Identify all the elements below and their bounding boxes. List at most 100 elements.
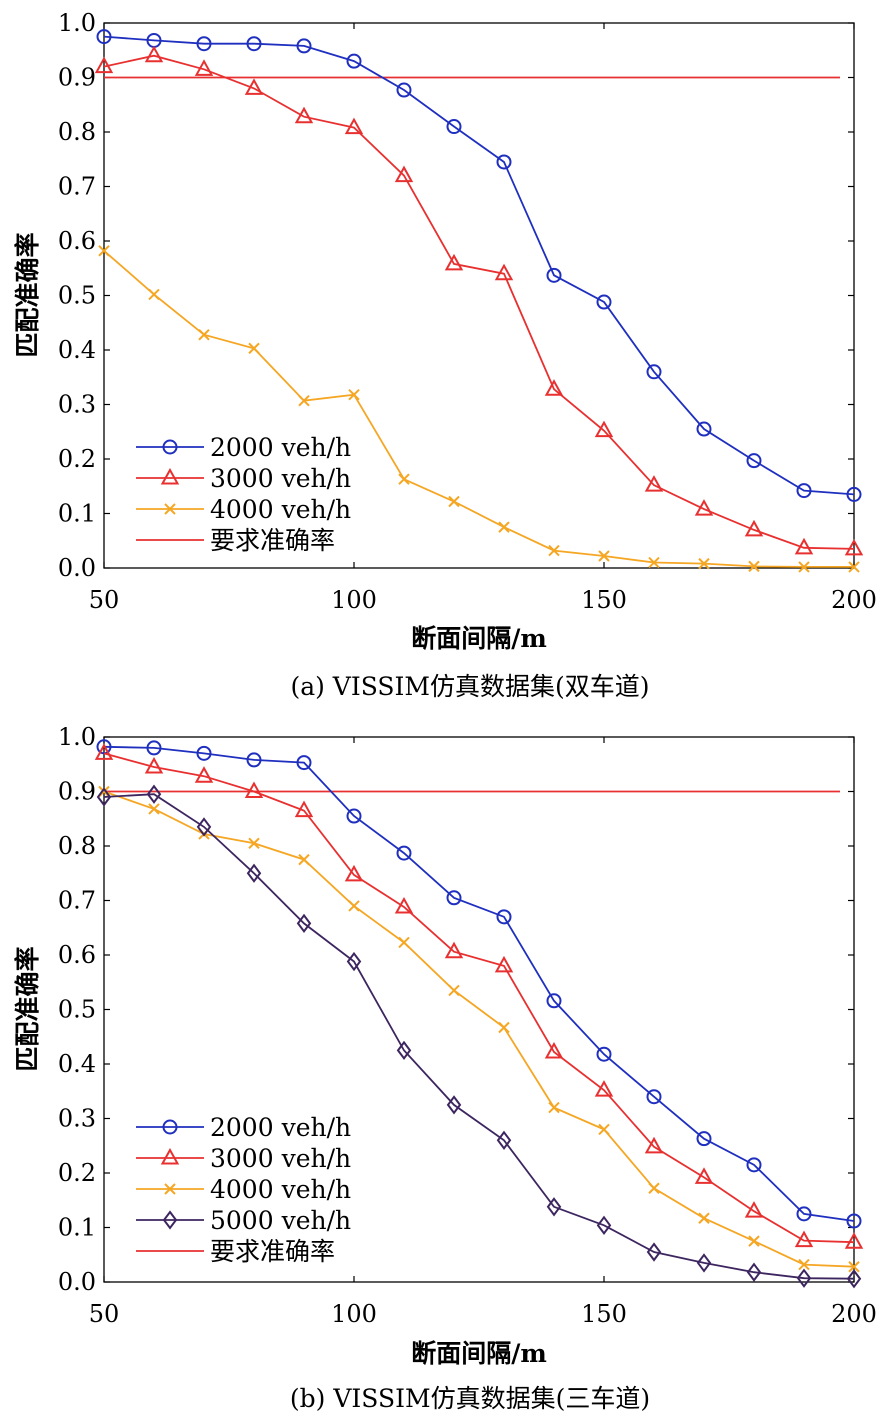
data-point: [346, 808, 362, 824]
data-point: [548, 544, 560, 557]
data-point: [294, 800, 314, 818]
data-point: [394, 896, 414, 914]
x-tick-label: 100: [331, 586, 377, 614]
data-point: [846, 486, 862, 502]
series-line: [103, 54, 855, 550]
series-4000-veh-h: [98, 785, 860, 1273]
data-point: [194, 59, 214, 76]
x-tick-label: 150: [581, 586, 627, 614]
legend-label: 2000 veh/h: [210, 1113, 351, 1142]
y-tick-label: 0.3: [58, 391, 96, 419]
data-point: [748, 560, 760, 573]
series-line: [103, 250, 854, 568]
data-point: [98, 245, 110, 257]
data-point: [446, 1095, 462, 1115]
y-tick-label: 0.0: [58, 1268, 96, 1296]
data-point: [246, 863, 262, 883]
data-point: [244, 78, 264, 95]
series-3000-veh-h: [94, 45, 864, 556]
y-tick-label: 0.0: [58, 554, 96, 582]
data-point: [648, 1182, 660, 1194]
data-point: [96, 739, 112, 755]
data-point: [346, 951, 362, 972]
series-line: [103, 793, 855, 1280]
data-point: [596, 294, 612, 310]
data-point: [796, 1206, 812, 1222]
data-point: [246, 752, 262, 768]
data-point: [298, 853, 310, 866]
series-line: [103, 752, 855, 1244]
data-point: [696, 1131, 712, 1147]
data-point: [296, 913, 312, 934]
data-point: [298, 394, 310, 407]
data-point: [398, 473, 410, 485]
data-point: [198, 329, 210, 341]
data-point: [144, 45, 164, 63]
data-point: [796, 483, 812, 499]
data-point: [444, 253, 464, 271]
data-point: [394, 165, 414, 183]
data-point: [546, 267, 562, 283]
data-point: [794, 537, 814, 555]
legend-swatch-marker: [162, 1119, 178, 1135]
data-point: [548, 1101, 560, 1114]
data-point: [344, 117, 364, 135]
y-axis-label: 匹配准确率: [13, 232, 42, 357]
y-tick-label: 0.4: [58, 1050, 96, 1078]
data-point: [746, 1262, 762, 1282]
series-5000-veh-h: [96, 784, 862, 1289]
data-point: [248, 342, 260, 355]
chart-caption: (b) VISSIM仿真数据集(三车道): [290, 1384, 650, 1413]
chart-panel-b: 0.0 0.1 0.2 0.3 0.4 0.5 0.6 0.7 0.8 0.9 1.0 50 100 15…: [13, 723, 877, 1413]
x-tick-label: 150: [581, 1300, 627, 1328]
series-line: [103, 35, 855, 496]
x-tick-label: 50: [89, 1300, 120, 1328]
y-tick-label: 0.6: [58, 941, 96, 969]
data-point: [698, 557, 710, 570]
data-point: [746, 1157, 762, 1173]
data-point: [798, 561, 810, 573]
data-point: [296, 38, 312, 54]
y-tick-label: 0.8: [58, 118, 96, 146]
chart-panel-a: 0.0 0.1 0.2 0.3 0.4 0.5 0.6 0.7 0.8 0.9 1.0 50 100 15…: [13, 9, 877, 701]
data-point: [594, 1080, 614, 1097]
y-tick-label: 0.1: [58, 1214, 96, 1242]
y-tick-label: 0.9: [58, 778, 96, 806]
data-point: [296, 755, 312, 771]
data-point: [146, 784, 162, 804]
legend-swatch-marker: [162, 439, 178, 455]
y-tick-label: 0.7: [58, 887, 96, 915]
data-point: [646, 1242, 662, 1262]
data-point: [696, 1253, 712, 1273]
data-point: [448, 495, 460, 508]
x-tick-label: 200: [831, 1300, 877, 1328]
data-point: [696, 421, 712, 437]
chart-caption: (a) VISSIM仿真数据集(双车道): [290, 672, 649, 701]
legend-label: 4000 veh/h: [210, 495, 351, 524]
y-tick-label: 0.5: [58, 282, 96, 310]
y-tick-label: 0.9: [58, 64, 96, 92]
x-tick-label: 100: [331, 1300, 377, 1328]
x-tick-label: 200: [831, 586, 877, 614]
data-point: [694, 1167, 714, 1184]
legend-swatch-marker: [160, 1147, 180, 1165]
legend-label: 3000 veh/h: [210, 464, 351, 493]
data-point: [396, 845, 412, 861]
data-point: [794, 1230, 814, 1248]
data-point: [594, 420, 614, 438]
y-tick-label: 0.1: [58, 500, 96, 528]
data-point: [96, 29, 112, 45]
data-point: [544, 379, 564, 396]
data-point: [846, 1213, 862, 1229]
data-point: [844, 538, 864, 556]
data-point: [848, 1261, 860, 1273]
data-point: [646, 1089, 662, 1105]
data-point: [648, 556, 660, 569]
legend-label: 2000 veh/h: [210, 433, 351, 462]
legend-label: 要求准确率: [210, 526, 335, 555]
data-point: [94, 56, 114, 74]
data-point: [748, 1235, 760, 1247]
